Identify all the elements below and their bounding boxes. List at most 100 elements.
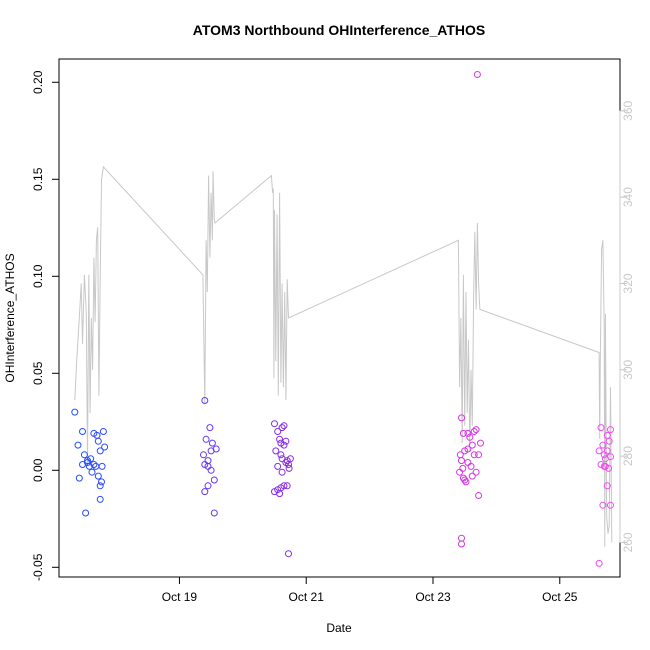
- data-point: [79, 428, 86, 435]
- data-point: [456, 468, 464, 476]
- data-point: [96, 447, 104, 455]
- y-tick-label: -0.05: [31, 553, 45, 581]
- x-tick-label: Oct 25: [542, 590, 578, 604]
- secondary-line-layer: [74, 165, 613, 547]
- data-point: [204, 482, 212, 490]
- data-point: [202, 435, 210, 443]
- data-point: [80, 451, 88, 459]
- data-point: [599, 441, 607, 449]
- data-point: [468, 472, 476, 480]
- data-point: [468, 441, 476, 449]
- data-point: [464, 445, 472, 453]
- data-point: [285, 550, 292, 558]
- data-point: [282, 437, 290, 445]
- data-point: [96, 482, 104, 490]
- x-axis-label: Date: [326, 621, 352, 635]
- y2-tick-label: 360: [621, 100, 635, 120]
- x-tick-label: Oct 21: [289, 590, 325, 604]
- data-point: [607, 453, 614, 461]
- data-point: [94, 472, 102, 480]
- data-point: [276, 435, 284, 443]
- data-point: [282, 459, 290, 466]
- data-point: [607, 501, 614, 509]
- data-point: [207, 466, 215, 474]
- data-point: [475, 492, 483, 499]
- y-tick-label: 0.00: [31, 458, 45, 482]
- x-tick-label: Oct 19: [162, 590, 198, 604]
- data-point: [477, 439, 484, 447]
- data-point: [271, 420, 278, 428]
- data-point: [94, 437, 102, 445]
- data-point: [82, 509, 90, 517]
- data-point: [210, 476, 218, 484]
- y2-tick-label: 320: [621, 273, 635, 293]
- data-point: [277, 484, 285, 492]
- data-point: [600, 451, 608, 459]
- data-point: [200, 451, 207, 459]
- data-point: [464, 429, 472, 437]
- data-point: [607, 426, 614, 434]
- plot-frame: [58, 58, 621, 578]
- data-point: [466, 433, 474, 441]
- data-point: [595, 447, 603, 455]
- data-point: [459, 464, 467, 472]
- data-point: [605, 464, 613, 472]
- data-point: [278, 468, 286, 476]
- axes-layer: Oct 19 Oct 21 Oct 23 Oct 25 -0.05 0.00 0.05 0.1…: [31, 70, 635, 604]
- data-point: [459, 474, 467, 482]
- y-tick-label: 0.10: [31, 264, 45, 288]
- data-point: [285, 464, 293, 472]
- data-point: [206, 424, 214, 432]
- chart-title: ATOM3 Northbound OHInterference_ATHOS: [193, 22, 485, 38]
- points-layer: [71, 71, 614, 567]
- data-point: [88, 468, 96, 476]
- data-point: [597, 424, 605, 432]
- data-point: [458, 534, 465, 542]
- data-point: [204, 457, 212, 465]
- data-point: [280, 441, 288, 449]
- data-point: [597, 461, 605, 468]
- data-point: [473, 71, 481, 78]
- data-point: [605, 437, 613, 445]
- y-tick-label: 0.20: [31, 70, 45, 94]
- data-point: [475, 451, 483, 459]
- data-point: [208, 439, 216, 447]
- data-point: [280, 422, 288, 430]
- data-point: [101, 443, 109, 451]
- data-point: [458, 457, 465, 465]
- data-point: [75, 474, 83, 482]
- data-point: [201, 397, 209, 404]
- data-point: [74, 441, 82, 449]
- data-point: [472, 426, 480, 434]
- y-axis-label: OHInterference_ATHOS: [3, 253, 17, 382]
- data-point: [470, 451, 478, 459]
- series-line: [74, 165, 613, 547]
- data-point: [210, 509, 218, 517]
- data-point: [458, 540, 465, 548]
- data-point: [277, 451, 285, 459]
- data-point: [599, 501, 607, 509]
- y2-tick-label: 300: [621, 359, 635, 379]
- data-point: [472, 468, 480, 476]
- data-point: [603, 482, 611, 490]
- data-point: [464, 459, 472, 466]
- data-point: [90, 461, 98, 468]
- data-point: [99, 428, 107, 435]
- data-point: [458, 414, 465, 422]
- y2-tick-label: 260: [621, 532, 635, 552]
- data-point: [98, 462, 106, 470]
- data-point: [201, 488, 209, 496]
- y-tick-label: 0.15: [31, 167, 45, 191]
- data-point: [283, 482, 291, 490]
- data-point: [286, 455, 294, 463]
- data-point: [98, 478, 105, 486]
- y-tick-label: 0.05: [31, 361, 45, 385]
- data-point: [467, 462, 475, 470]
- data-point: [96, 495, 104, 503]
- y2-tick-label: 280: [621, 446, 635, 466]
- data-point: [274, 428, 282, 435]
- data-point: [84, 459, 91, 466]
- y2-tick-label: 340: [621, 187, 635, 207]
- data-point: [595, 559, 603, 567]
